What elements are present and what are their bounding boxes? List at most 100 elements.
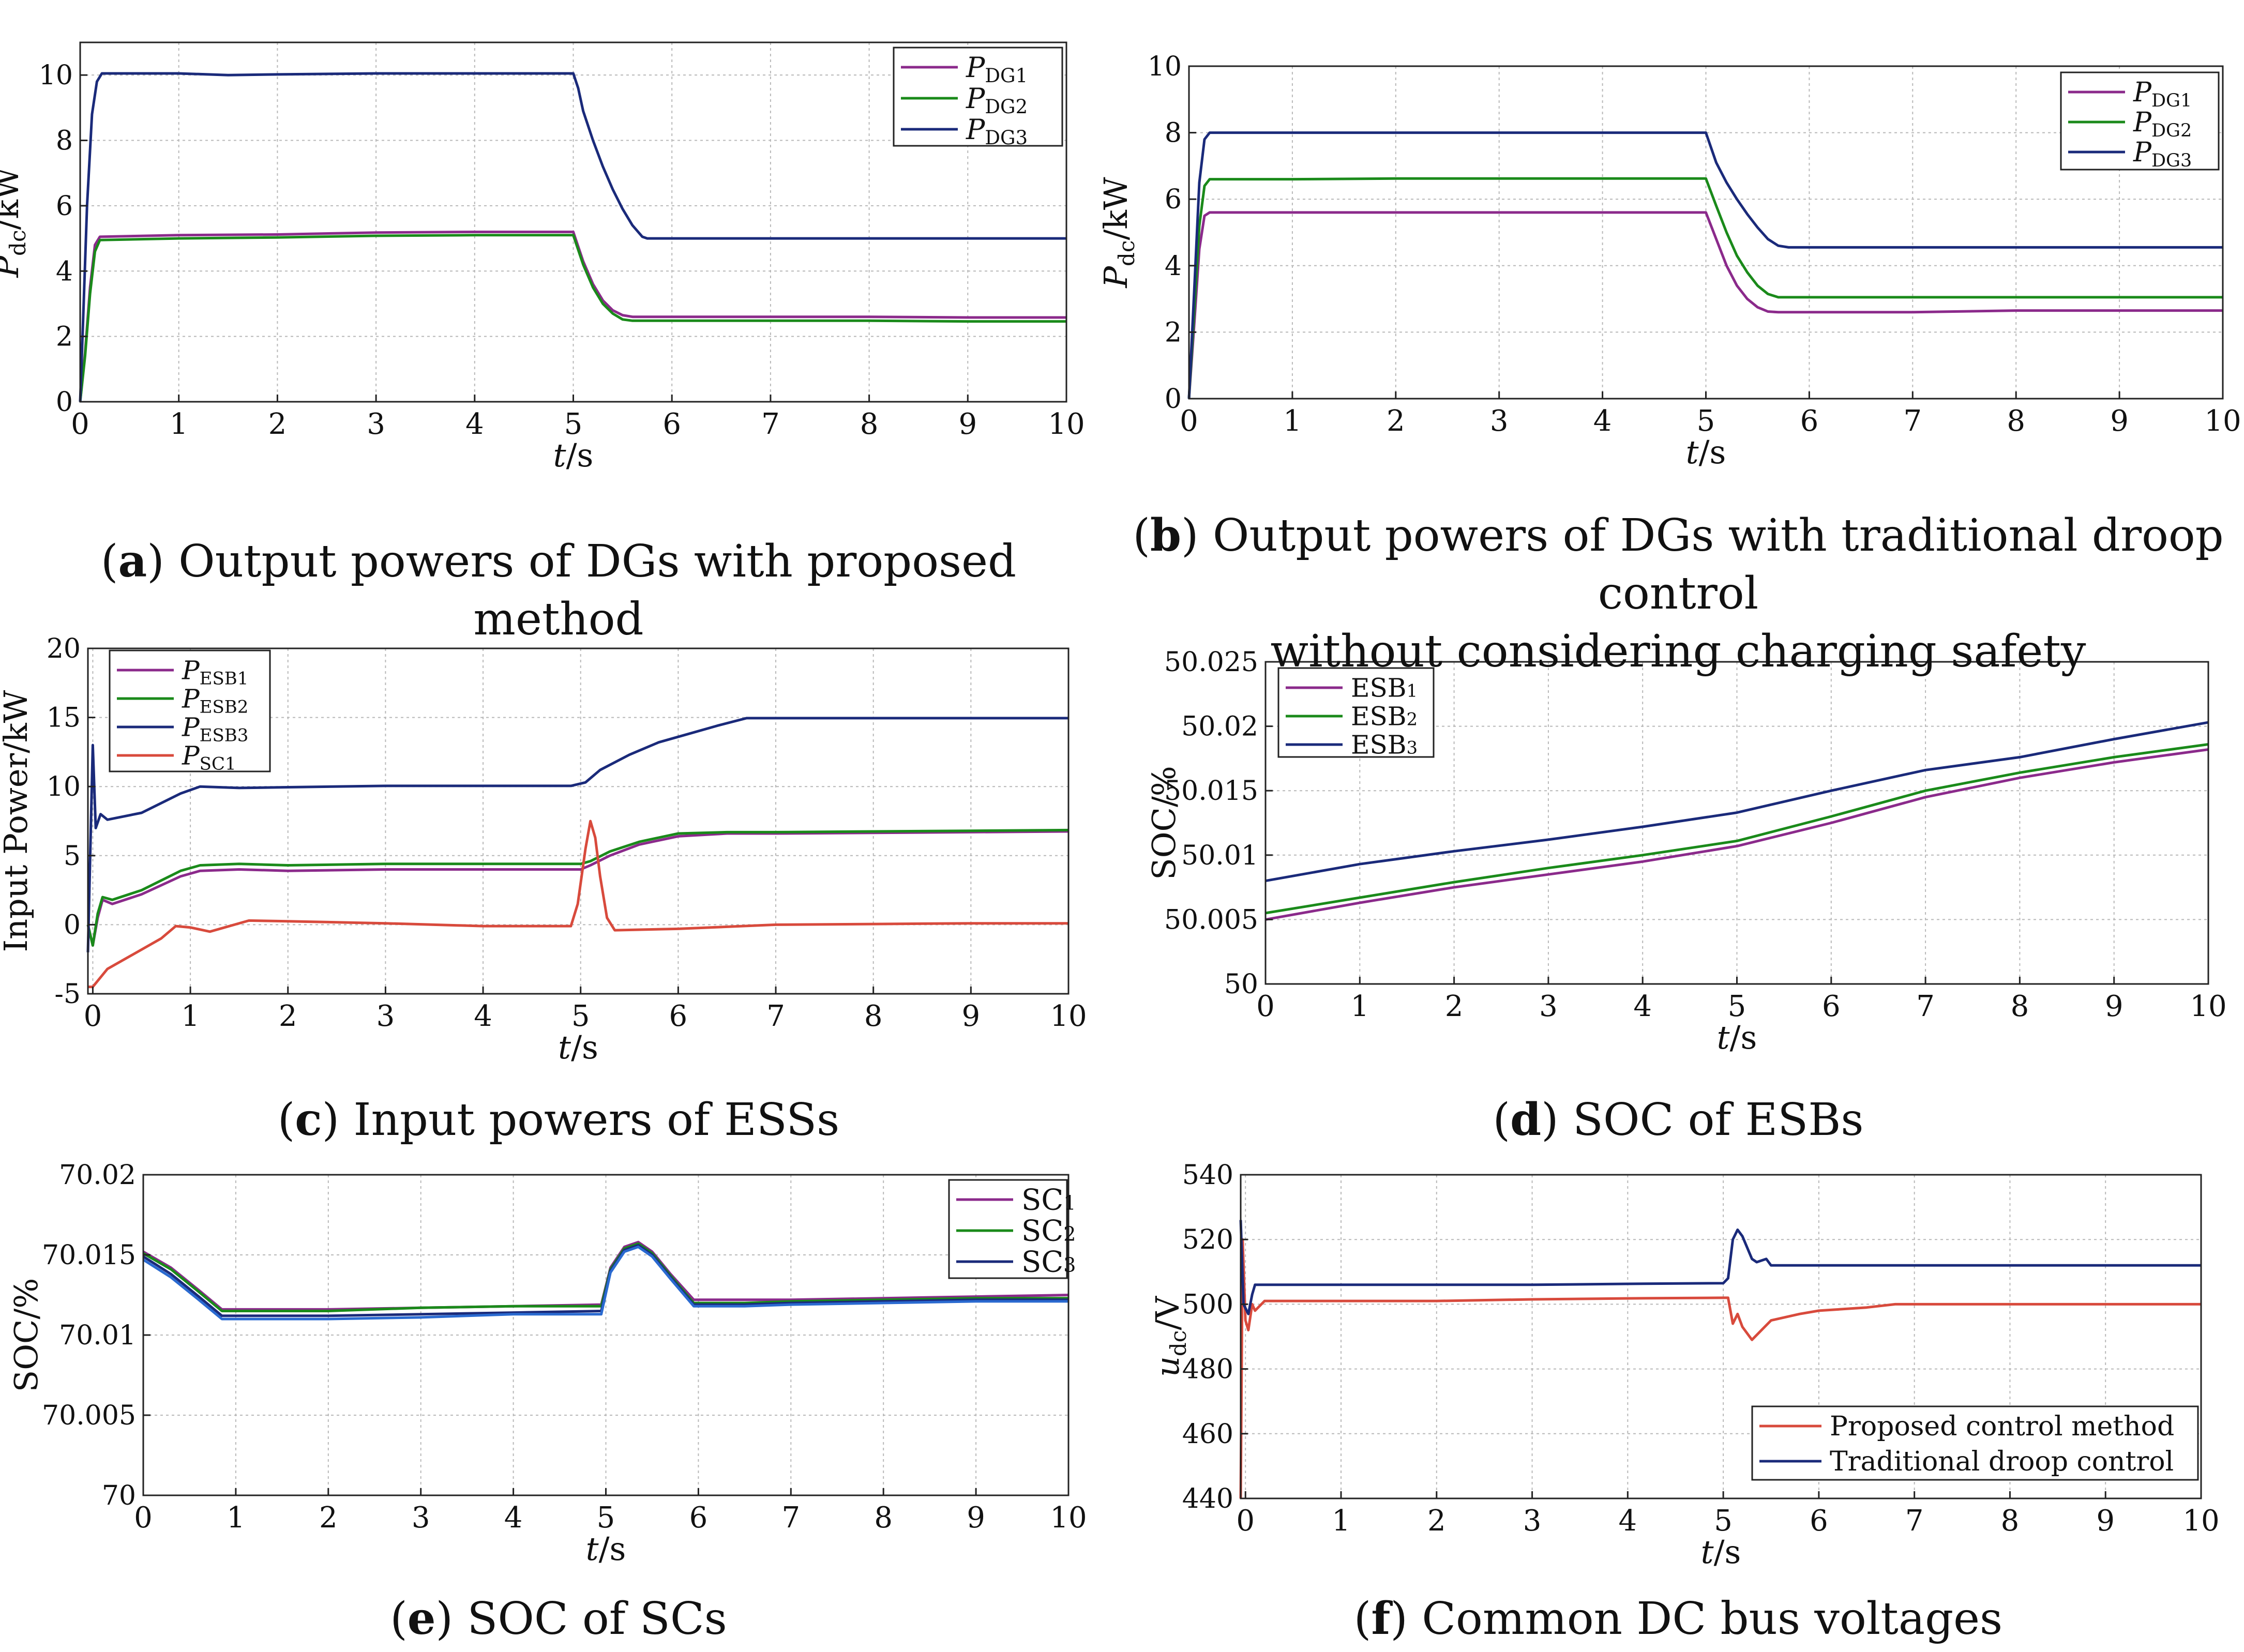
chart-f: 0 1 2 3 4 5 6 7 8 9 10 440 460 480 500 520 540 t/s udc/V Pr… — [1149, 1160, 2220, 1571]
x-tick-label: 9 — [2105, 990, 2123, 1023]
x-tick-label: 0 — [134, 1501, 153, 1535]
y-tick-label: 15 — [47, 703, 81, 734]
y-axis-label: SOC/% — [1145, 766, 1183, 880]
legend-entry-2: ESB2 — [1351, 702, 1418, 732]
x-tick-label: 6 — [1810, 1504, 1828, 1538]
legend-box — [1277, 667, 1435, 758]
y-tick-label: 480 — [1182, 1354, 1233, 1385]
legend-entry-2: SC2 — [1021, 1215, 1076, 1248]
y-tick-label: 2 — [1165, 317, 1182, 348]
x-tick-label: 7 — [766, 999, 785, 1033]
legend: Proposed control method Traditional droop… — [1751, 1405, 2199, 1481]
x-tick-label: 6 — [1800, 404, 1819, 438]
series-line-ESB1 — [86, 830, 1069, 947]
y-axis-label: Pdc/kW — [0, 166, 31, 278]
chart-d: 0 1 2 3 4 5 6 7 8 9 10 50 50.005 50.01 50.015 50.02 50.0… — [1145, 647, 2227, 1056]
x-tick-label: 6 — [669, 999, 688, 1033]
y-tick-label: 50.01 — [1181, 840, 1258, 871]
x-tick-label: 1 — [1350, 990, 1369, 1023]
y-axis-label: SOC/% — [7, 1278, 45, 1392]
x-tick-label: 0 — [71, 407, 89, 441]
y-tick-label: 8 — [56, 126, 73, 157]
legend-entry-ESB1: PESB1 — [182, 656, 248, 689]
x-tick-label: 8 — [2001, 1504, 2020, 1538]
legend-entry-1: ESB1 — [1351, 673, 1418, 703]
x-tick-label: 2 — [1387, 404, 1405, 438]
x-tick-label: 3 — [367, 407, 385, 441]
y-tick-label: 520 — [1182, 1224, 1233, 1255]
y-tick-label: 4 — [56, 256, 73, 287]
x-axis-label: t/s — [1686, 433, 1726, 471]
caption-c: (c) Input powers of ESSs — [277, 1094, 840, 1146]
x-tick-label: 7 — [1905, 1504, 1924, 1538]
y-tick-label: 0 — [64, 910, 81, 941]
series-line-3 — [142, 1246, 1068, 1321]
legend-entry-series-1: Traditional droop control — [1830, 1446, 2174, 1477]
x-tick-label: 8 — [860, 407, 879, 441]
y-tick-label: 6 — [1165, 184, 1182, 215]
x-tick-label: 9 — [2096, 1504, 2115, 1538]
x-tick-label: 3 — [1523, 1504, 1542, 1538]
x-tick-label: 9 — [2110, 404, 2129, 438]
y-tick-label: 20 — [47, 633, 81, 664]
y-axis-label: Pdc/kW — [1097, 177, 1139, 289]
y-tick-label: 10 — [1148, 51, 1182, 82]
y-tick-label: 70 — [102, 1480, 136, 1511]
series-line-3 — [1265, 721, 2209, 883]
y-tick-label: 70.015 — [42, 1240, 136, 1271]
series-line-1 — [1265, 748, 2209, 921]
y-tick-label: -5 — [54, 979, 81, 1010]
x-tick-label: 6 — [662, 407, 681, 441]
caption-f: (f) Common DC bus voltages — [1353, 1593, 2003, 1645]
y-tick-label: 10 — [47, 771, 81, 802]
x-tick-label: 8 — [2011, 990, 2029, 1023]
x-tick-label: 0 — [1256, 990, 1275, 1023]
x-tick-label: 5 — [597, 1501, 615, 1535]
legend-entry-1: SC1 — [1021, 1184, 1076, 1217]
legend-entry-series-0: Proposed control method — [1830, 1411, 2174, 1442]
legend-entry-DG3: PDG3 — [2133, 137, 2192, 171]
x-tick-label: 7 — [1916, 990, 1935, 1023]
x-tick-label: 5 — [1728, 990, 1746, 1023]
x-tick-label: 2 — [279, 999, 297, 1033]
x-tick-label: 5 — [571, 999, 590, 1033]
x-tick-label: 6 — [689, 1501, 708, 1535]
axes-frame — [87, 647, 1070, 995]
y-tick-label: 70.005 — [42, 1400, 136, 1431]
x-tick-label: 2 — [268, 407, 287, 441]
y-tick-label: 4 — [1165, 251, 1182, 282]
legend-entry-ESB3: PESB3 — [182, 713, 248, 746]
y-tick-label: 0 — [1165, 384, 1182, 415]
x-tick-label: 2 — [1445, 990, 1464, 1023]
x-tick-label: 10 — [2204, 404, 2241, 438]
x-tick-label: 0 — [84, 999, 102, 1033]
series-line-ESB2 — [86, 828, 1069, 947]
series-line-DG2 — [79, 234, 1066, 402]
x-tick-label: 1 — [181, 999, 200, 1033]
x-tick-label: 8 — [864, 999, 883, 1033]
y-tick-label: 8 — [1165, 118, 1182, 149]
y-tick-label: 10 — [39, 60, 73, 91]
x-tick-label: 7 — [1903, 404, 1922, 438]
y-tick-label: 2 — [56, 322, 73, 353]
x-tick-label: 10 — [1048, 407, 1085, 441]
series-line-DG3 — [79, 72, 1066, 402]
x-tick-label: 9 — [962, 999, 981, 1033]
legend-box — [1751, 1405, 2199, 1481]
series-line-DG3 — [1187, 131, 2223, 399]
caption-e: (e) SOC of SCs — [390, 1593, 727, 1645]
axes-frame — [1240, 1174, 2202, 1499]
x-tick-label: 1 — [1283, 404, 1302, 438]
series-line-SC1 — [88, 820, 1068, 989]
legend-entry-DG2: PDG2 — [966, 82, 1028, 118]
y-tick-label: 6 — [56, 191, 73, 222]
y-tick-label: 50.025 — [1164, 647, 1258, 678]
y-tick-label: 440 — [1182, 1483, 1233, 1514]
y-tick-label: 500 — [1182, 1289, 1233, 1320]
legend-entry-DG1: PDG1 — [2133, 77, 2192, 111]
x-tick-label: 4 — [1633, 990, 1652, 1023]
